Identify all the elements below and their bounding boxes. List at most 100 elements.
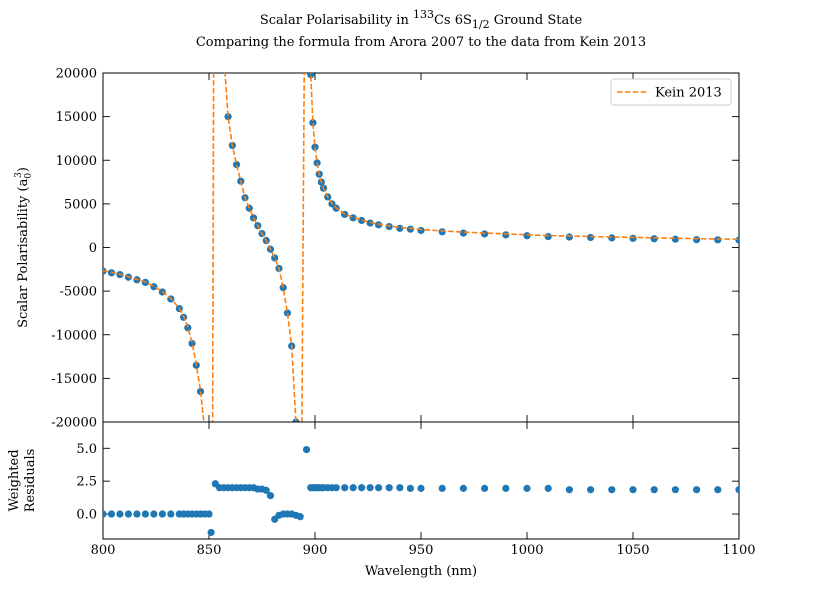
data-point: [502, 231, 510, 239]
data-point: [107, 510, 116, 518]
data-point: [205, 510, 213, 518]
data-point: [375, 484, 383, 492]
data-point: [523, 484, 531, 492]
chart-title-part: Ground State: [490, 13, 583, 28]
x-tick-label: 900: [303, 543, 328, 558]
chart-title-part: Cs 6S: [434, 13, 472, 28]
data-point: [608, 486, 616, 494]
data-point: [307, 73, 315, 79]
data-point: [481, 230, 489, 238]
chart-subtitle: Comparing the formula from Arora 2007 to…: [196, 35, 646, 50]
data-point: [184, 324, 192, 332]
y-tick-label: -15000: [51, 372, 97, 387]
chart-title-part: 1/2: [472, 18, 490, 31]
y-axis-label-part: ): [16, 167, 31, 172]
data-point: [366, 484, 374, 492]
data-point: [358, 484, 366, 492]
plot-area: [103, 446, 739, 537]
data-point: [587, 486, 595, 494]
data-point: [544, 484, 552, 492]
data-point: [629, 486, 637, 494]
data-line: [103, 73, 739, 422]
data-point: [283, 309, 292, 317]
data-point: [224, 113, 232, 121]
data-point: [245, 204, 253, 212]
data-point: [459, 229, 467, 237]
data-point: [296, 513, 304, 521]
data-point: [103, 510, 107, 518]
y-axis-label-part: 0: [24, 173, 34, 179]
y-tick-label: 20000: [56, 67, 97, 82]
data-point: [502, 484, 510, 492]
data-point: [266, 492, 275, 500]
y-tick-label: -10000: [51, 328, 97, 343]
data-point: [196, 387, 205, 396]
data-point: [205, 593, 212, 600]
data-point: [417, 484, 425, 492]
data-point: [714, 486, 722, 494]
plot-frame: [102, 421, 740, 540]
y-tick-label: -20000: [51, 416, 97, 431]
x-tick-label: 1050: [616, 543, 649, 558]
data-point: [279, 284, 287, 292]
data-point: [735, 236, 739, 244]
data-point: [735, 486, 739, 494]
data-point: [188, 339, 196, 348]
y-tick-label: -5000: [60, 285, 97, 300]
data-point: [459, 484, 467, 492]
x-tick-label: 850: [197, 543, 222, 558]
data-point: [714, 236, 722, 244]
y-tick-label: 5.0: [76, 442, 97, 457]
y-tick-label: 0: [89, 241, 97, 256]
plot-frame: [102, 72, 740, 423]
data-point: [671, 235, 680, 243]
legend-label: Kein 2013: [655, 86, 722, 101]
data-point: [232, 161, 241, 169]
data-point: [349, 484, 357, 492]
data-point: [565, 486, 574, 494]
x-axis-label: Wavelength (nm): [365, 564, 477, 579]
data-point: [385, 484, 393, 492]
legend-box: [610, 78, 732, 106]
y-tick-label: 15000: [56, 110, 97, 125]
x-tick-label: 800: [91, 543, 116, 558]
y-axis-label-part: Scalar Polarisability (: [16, 186, 31, 328]
data-point: [207, 528, 215, 537]
y-tick-label: 5000: [64, 197, 97, 212]
data-point: [396, 484, 404, 492]
data-point: [650, 235, 658, 243]
y-axis-label-part: 3: [14, 172, 24, 178]
y-axis-label: Scalar Polarisability (a03): [14, 167, 34, 328]
data-point: [302, 446, 311, 454]
data-point: [587, 233, 595, 242]
data-point: [201, 427, 208, 434]
plot-area: [103, 52, 739, 600]
x-tick-label: 1000: [510, 543, 543, 558]
data-point: [262, 486, 270, 494]
data-point: [693, 236, 701, 244]
data-point: [406, 484, 414, 492]
data-point: [438, 484, 446, 492]
data-point: [133, 510, 141, 518]
data-point: [565, 233, 574, 241]
y-tick-label: 2.5: [76, 475, 97, 490]
data-point: [671, 486, 680, 494]
data-point: [158, 510, 166, 518]
data-point: [481, 484, 489, 492]
y-axis-label: Weighted: [7, 449, 22, 511]
data-point: [544, 232, 552, 241]
data-point: [406, 225, 414, 233]
data-point: [271, 254, 279, 262]
data-point: [220, 52, 227, 59]
data-point: [629, 234, 637, 242]
chart-title-part: 133: [413, 8, 434, 21]
x-tick-label: 950: [409, 543, 434, 558]
y-axis-label: Residuals: [23, 449, 38, 513]
chart-title: Scalar Polarisability in 133Cs 6S1/2 Gro…: [260, 8, 583, 31]
y-tick-label: 0.0: [76, 508, 97, 523]
data-point: [309, 119, 317, 127]
chart-title-part: Scalar Polarisability in: [260, 13, 413, 28]
data-point: [332, 484, 340, 492]
x-tick-label: 1100: [722, 543, 755, 558]
